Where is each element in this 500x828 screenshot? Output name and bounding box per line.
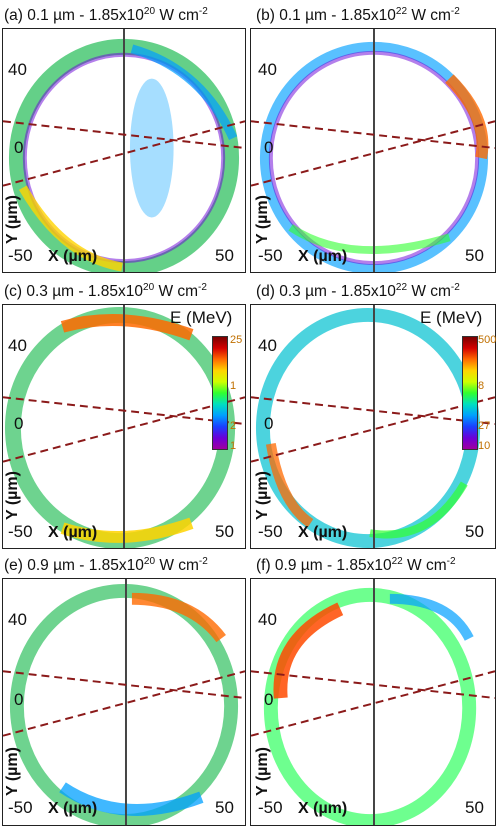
y-axis-label-b: Y (µm) [254, 195, 271, 244]
y-tick-40-c: 40 [8, 336, 27, 355]
y-axis-label-c: Y (µm) [4, 471, 21, 520]
y-tick-0-b: 0 [264, 138, 274, 157]
y-axis-label-a: Y (µm) [4, 195, 21, 244]
x-axis-label-a: X (µm) [48, 248, 98, 265]
colorbar-mid2-c: 2 [230, 420, 237, 432]
colorbar-min-c: 1 [230, 440, 237, 452]
y-axis-label-f: Y (µm) [254, 747, 271, 796]
y-tick-0-f: 0 [264, 690, 274, 709]
panel-title-e: (e) 0.9 µm - 1.85x1020 W cm-2 [4, 556, 208, 575]
x-axis-label-f: X (µm) [298, 800, 348, 817]
panel-title-c: (c) 0.3 µm - 1.85x1020 W cm-2 [4, 282, 207, 301]
panel-title-a: (a) 0.1 µm - 1.85x1020 W cm-2 [4, 6, 208, 25]
y-tick-neg50-f: -50 [258, 798, 283, 817]
y-axis-label-e: Y (µm) [4, 747, 21, 796]
x-tick-50-d: 50 [465, 522, 484, 541]
panel-c [2, 304, 246, 549]
x-tick-50-b: 50 [465, 246, 484, 265]
colorbar-title-c: E (MeV) [170, 308, 233, 327]
x-axis-label-d: X (µm) [298, 524, 348, 541]
panel-a-image [3, 29, 245, 272]
panel-d [250, 304, 496, 549]
y-tick-neg50-d: -50 [258, 522, 283, 541]
colorbar-mid1-d: 8 [478, 380, 485, 392]
y-tick-neg50-a: -50 [8, 246, 33, 265]
colorbar-c [212, 336, 228, 450]
colorbar-max-d: 500 [478, 334, 497, 346]
colorbar-mid2-d: 27 [478, 420, 491, 432]
x-axis-label-b: X (µm) [298, 248, 348, 265]
y-tick-0-a: 0 [14, 138, 24, 157]
y-tick-40-a: 40 [8, 60, 27, 79]
y-tick-40-d: 40 [258, 336, 277, 355]
colorbar-mid1-c: 1 [230, 380, 237, 392]
y-tick-0-c: 0 [14, 414, 24, 433]
y-tick-neg50-c: -50 [8, 522, 33, 541]
panel-title-f: (f) 0.9 µm - 1.85x1022 W cm-2 [256, 556, 456, 575]
panel-f [250, 578, 496, 826]
x-tick-50-a: 50 [215, 246, 234, 265]
x-tick-50-c: 50 [215, 522, 234, 541]
panel-b [250, 28, 496, 273]
panel-e [2, 578, 246, 826]
y-tick-40-f: 40 [258, 610, 277, 629]
panel-b-image [251, 29, 495, 272]
y-tick-0-d: 0 [264, 414, 274, 433]
x-tick-50-e: 50 [215, 798, 234, 817]
y-tick-40-b: 40 [258, 60, 277, 79]
y-tick-0-e: 0 [14, 690, 24, 709]
panel-c-image [3, 305, 245, 548]
panel-e-image [3, 579, 245, 825]
y-tick-neg50-b: -50 [258, 246, 283, 265]
panel-d-image [251, 305, 495, 548]
y-axis-label-d: Y (µm) [254, 471, 271, 520]
panel-title-d: (d) 0.3 µm - 1.85x1022 W cm-2 [256, 282, 460, 301]
panel-title-b: (b) 0.1 µm - 1.85x1022 W cm-2 [256, 6, 460, 25]
x-axis-label-e: X (µm) [48, 800, 98, 817]
colorbar-min-d: 10 [478, 440, 491, 452]
panel-a [2, 28, 246, 273]
colorbar-d [462, 336, 478, 450]
colorbar-max-c: 25 [230, 334, 243, 346]
x-axis-label-c: X (µm) [48, 524, 98, 541]
x-tick-50-f: 50 [465, 798, 484, 817]
colorbar-title-d: E (MeV) [420, 308, 483, 327]
y-tick-neg50-e: -50 [8, 798, 33, 817]
y-tick-40-e: 40 [8, 610, 27, 629]
panel-f-image [251, 579, 495, 825]
